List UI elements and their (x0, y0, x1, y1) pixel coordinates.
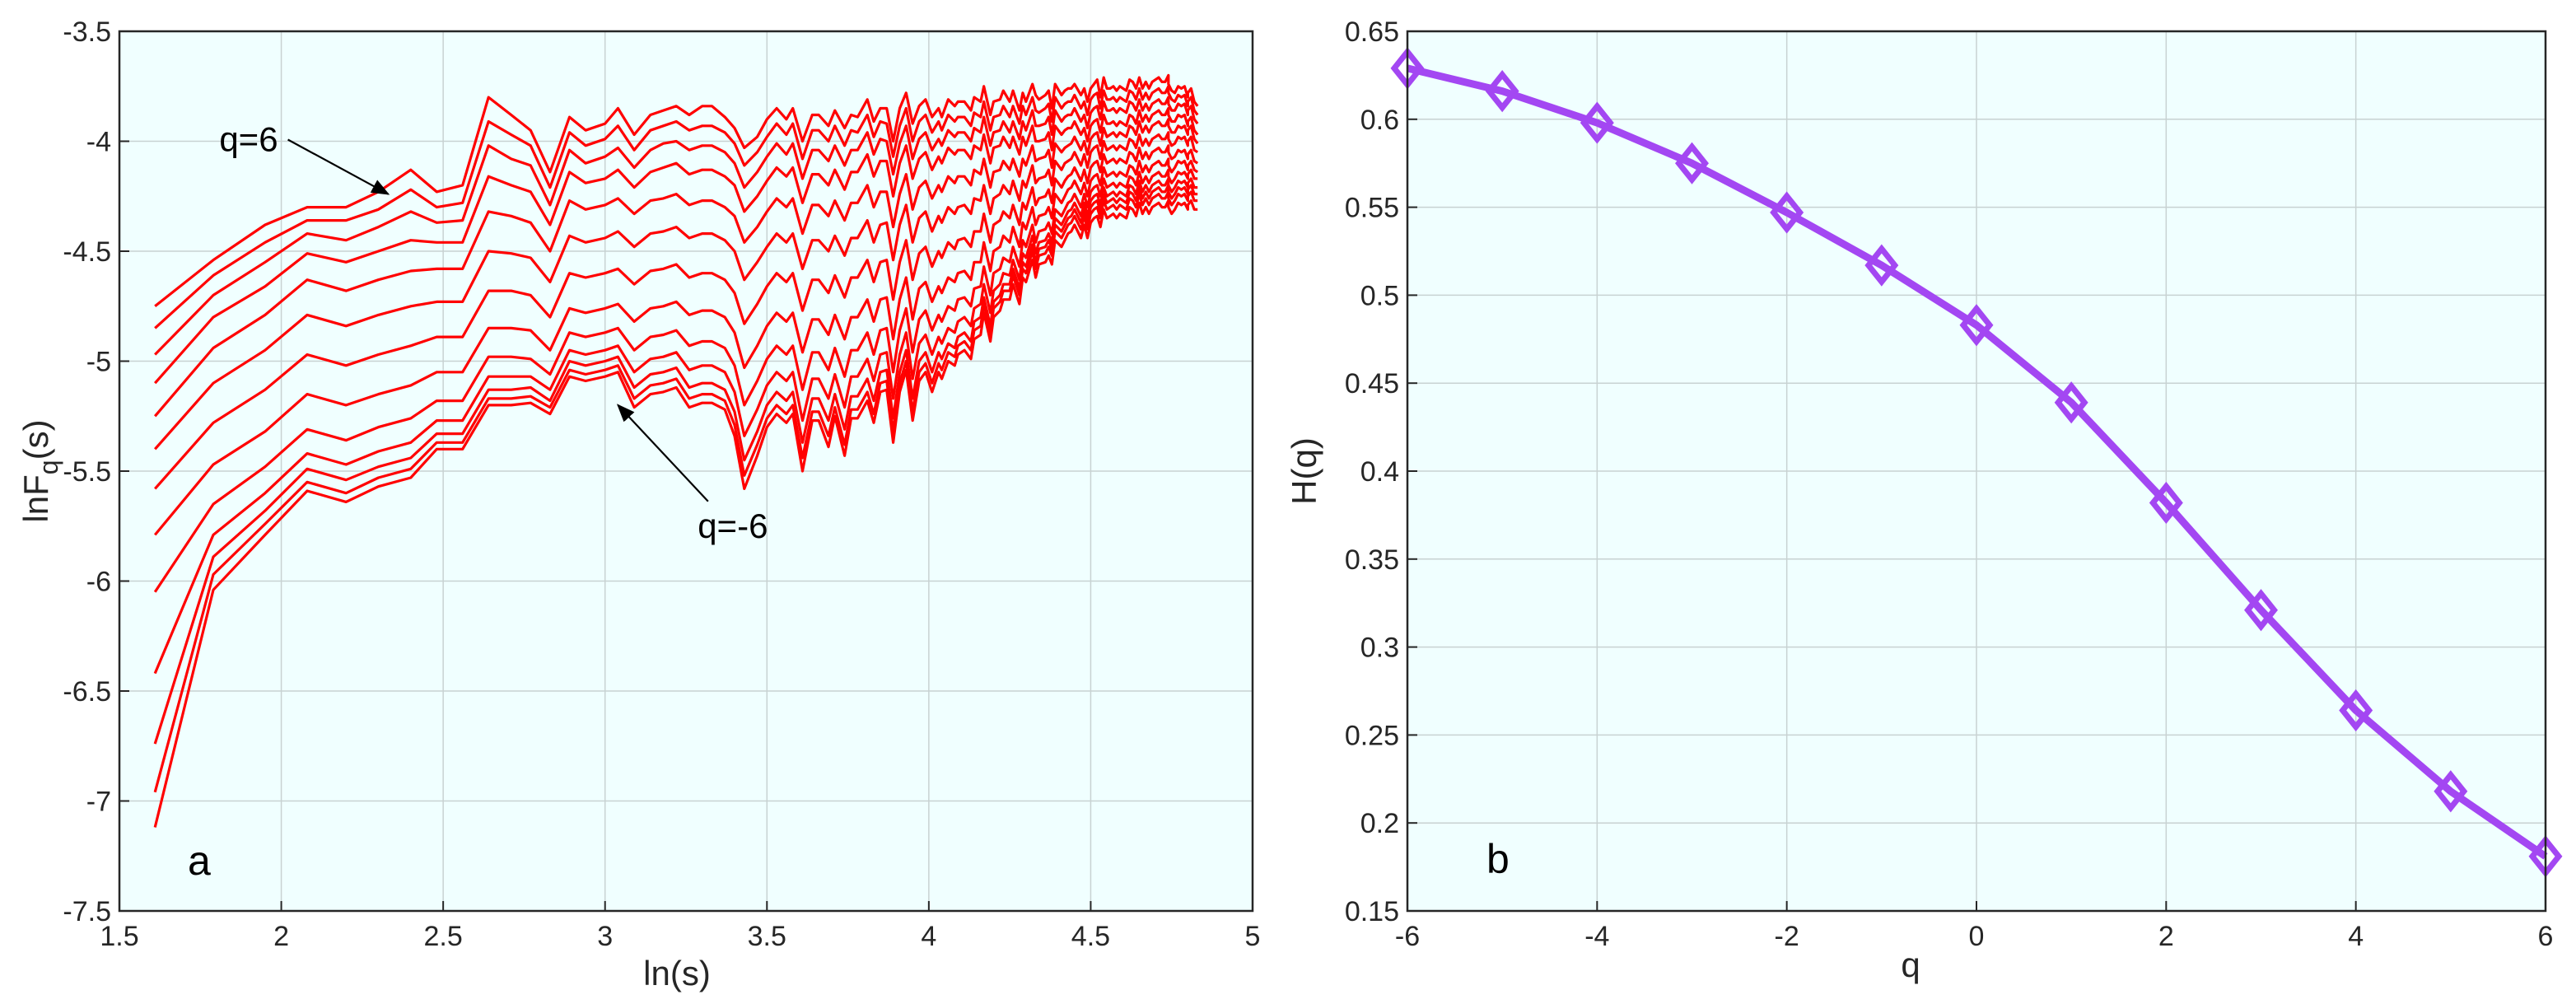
a-x-tick-label: 5 (1245, 921, 1261, 952)
panel-a-panel-label: a (188, 838, 211, 884)
panel-a-y-ticks: -7.5 -7 -6.5 -6 -5.5 -5 -4.5 -4 -3.5 (63, 16, 129, 927)
b-x-tick-label: -2 (1775, 921, 1799, 952)
panel-a-series-line-q-4 (153, 184, 1198, 745)
a-y-tick-label: -5 (86, 347, 111, 378)
panel-b-chart: -6 -4 -2 0 2 4 6 0.150.20.250.30.350.40.450.50… (1285, 16, 2563, 984)
panel-b-marker (1485, 70, 1519, 113)
panel-a-series-line-q0 (154, 144, 1199, 490)
b-y-tick-label: 0.6 (1360, 105, 1399, 136)
panel-a-annotation-label: q=6 (219, 120, 278, 159)
b-x-tick-label: 6 (2538, 921, 2554, 952)
a-y-tick-label: -5.5 (63, 456, 111, 488)
panel-b-series-group (1390, 47, 2563, 878)
b-y-tick-label: 0.3 (1360, 633, 1399, 664)
panel-a-series-line-q-3 (153, 177, 1198, 675)
b-y-tick-label: 0.15 (1345, 896, 1399, 927)
a-y-tick-label: -7 (86, 787, 111, 818)
a-x-tick-label: 3 (597, 921, 613, 952)
a-x-tick-label: 1.5 (100, 921, 138, 952)
panel-a-x-ticks: 1.5 2 2.5 3 3.5 4 4.5 5 (100, 901, 1260, 952)
b-y-tick-label: 0.55 (1345, 193, 1399, 224)
panel-a-annotation-arrow (287, 138, 390, 195)
b-x-tick-label: 2 (2158, 921, 2174, 952)
b-y-tick-label: 0.65 (1345, 16, 1399, 48)
b-y-tick-label: 0.45 (1345, 368, 1399, 399)
panel-a-x-axis-label: ln(s) (643, 954, 711, 992)
panel-a-series-line-q-2 (153, 168, 1198, 593)
panel-b-marker (2149, 481, 2183, 525)
panel-b-marker (2434, 770, 2468, 813)
a-y-tick-label: -4.5 (63, 236, 111, 268)
panel-a-y-axis-label: lnFq(s) (16, 419, 63, 522)
b-x-tick-label: 0 (1969, 921, 1985, 952)
panel-b-x-axis-label: q (1901, 946, 1920, 984)
panel-a-series-line-q3 (154, 106, 1199, 385)
panel-b-y-axis-label: H(q) (1285, 437, 1323, 505)
panel-a-series-line-q6 (154, 73, 1199, 308)
b-y-tick-label: 0.4 (1360, 456, 1399, 488)
panel-a-series-group (153, 73, 1199, 828)
panel-a-series-line-q1 (154, 131, 1199, 451)
a-y-tick-label: -3.5 (63, 16, 111, 48)
a-x-tick-label: 2.5 (424, 921, 463, 952)
a-y-tick-label: -4 (86, 127, 111, 158)
panel-b-series-line (1406, 64, 2548, 860)
panel-a-annotation-label: q=-6 (698, 507, 768, 545)
panel-b-y-ticks: 0.15 0.2 0.25 0.3 0.35 0.4 0.45 0.5 0.55 0.6 0.65 (1345, 16, 1417, 927)
b-y-tick-label: 0.35 (1345, 544, 1399, 576)
panel-b-marker (1770, 191, 1804, 234)
panel-a-series-line-q5 (154, 85, 1199, 329)
panel-a-series-line-q-1 (153, 157, 1199, 536)
a-x-tick-label: 3.5 (748, 921, 786, 952)
b-x-tick-label: 4 (2348, 921, 2364, 952)
b-x-tick-label: -4 (1584, 921, 1609, 952)
panel-b-marker (2244, 589, 2278, 632)
b-y-tick-label: 0.2 (1360, 808, 1399, 839)
panel-b-marker (2054, 381, 2088, 424)
panel-a-chart: 1.5 2 2.5 3 3.5 4 4.5 5 -7.5-7-6.5-6-5.5-5-4.5-… (16, 16, 1260, 992)
panel-b-marker (1959, 304, 1994, 347)
b-y-tick-label: 0.5 (1360, 280, 1399, 311)
a-x-tick-label: 2 (273, 921, 289, 952)
panel-a-series-line-q2 (153, 118, 1199, 418)
a-y-tick-label: -7.5 (63, 896, 111, 927)
a-y-tick-label: -6.5 (63, 676, 111, 707)
a-y-tick-label: -6 (86, 567, 111, 598)
panel-a-series-line-q-5 (153, 190, 1198, 793)
panel-b-marker (1580, 101, 1614, 144)
panel-a-annotations: q=6 q=-6 (219, 120, 768, 545)
a-x-tick-label: 4 (921, 921, 936, 952)
panel-a-series-line-q-6 (153, 199, 1198, 828)
panel-b-marker (1864, 244, 1899, 287)
b-x-tick-label: -6 (1395, 921, 1420, 952)
panel-a-series-line-q4 (154, 96, 1199, 356)
panel-a-annotation-arrow (616, 404, 709, 502)
a-x-tick-label: 4.5 (1071, 921, 1110, 952)
panel-b-panel-label: b (1486, 836, 1510, 882)
b-y-tick-label: 0.25 (1345, 720, 1399, 751)
panel-b-marker (2339, 689, 2373, 732)
panel-b-marker (1675, 142, 1709, 184)
panel-b-x-ticks: -6 -4 -2 0 2 4 6 (1395, 901, 2554, 952)
